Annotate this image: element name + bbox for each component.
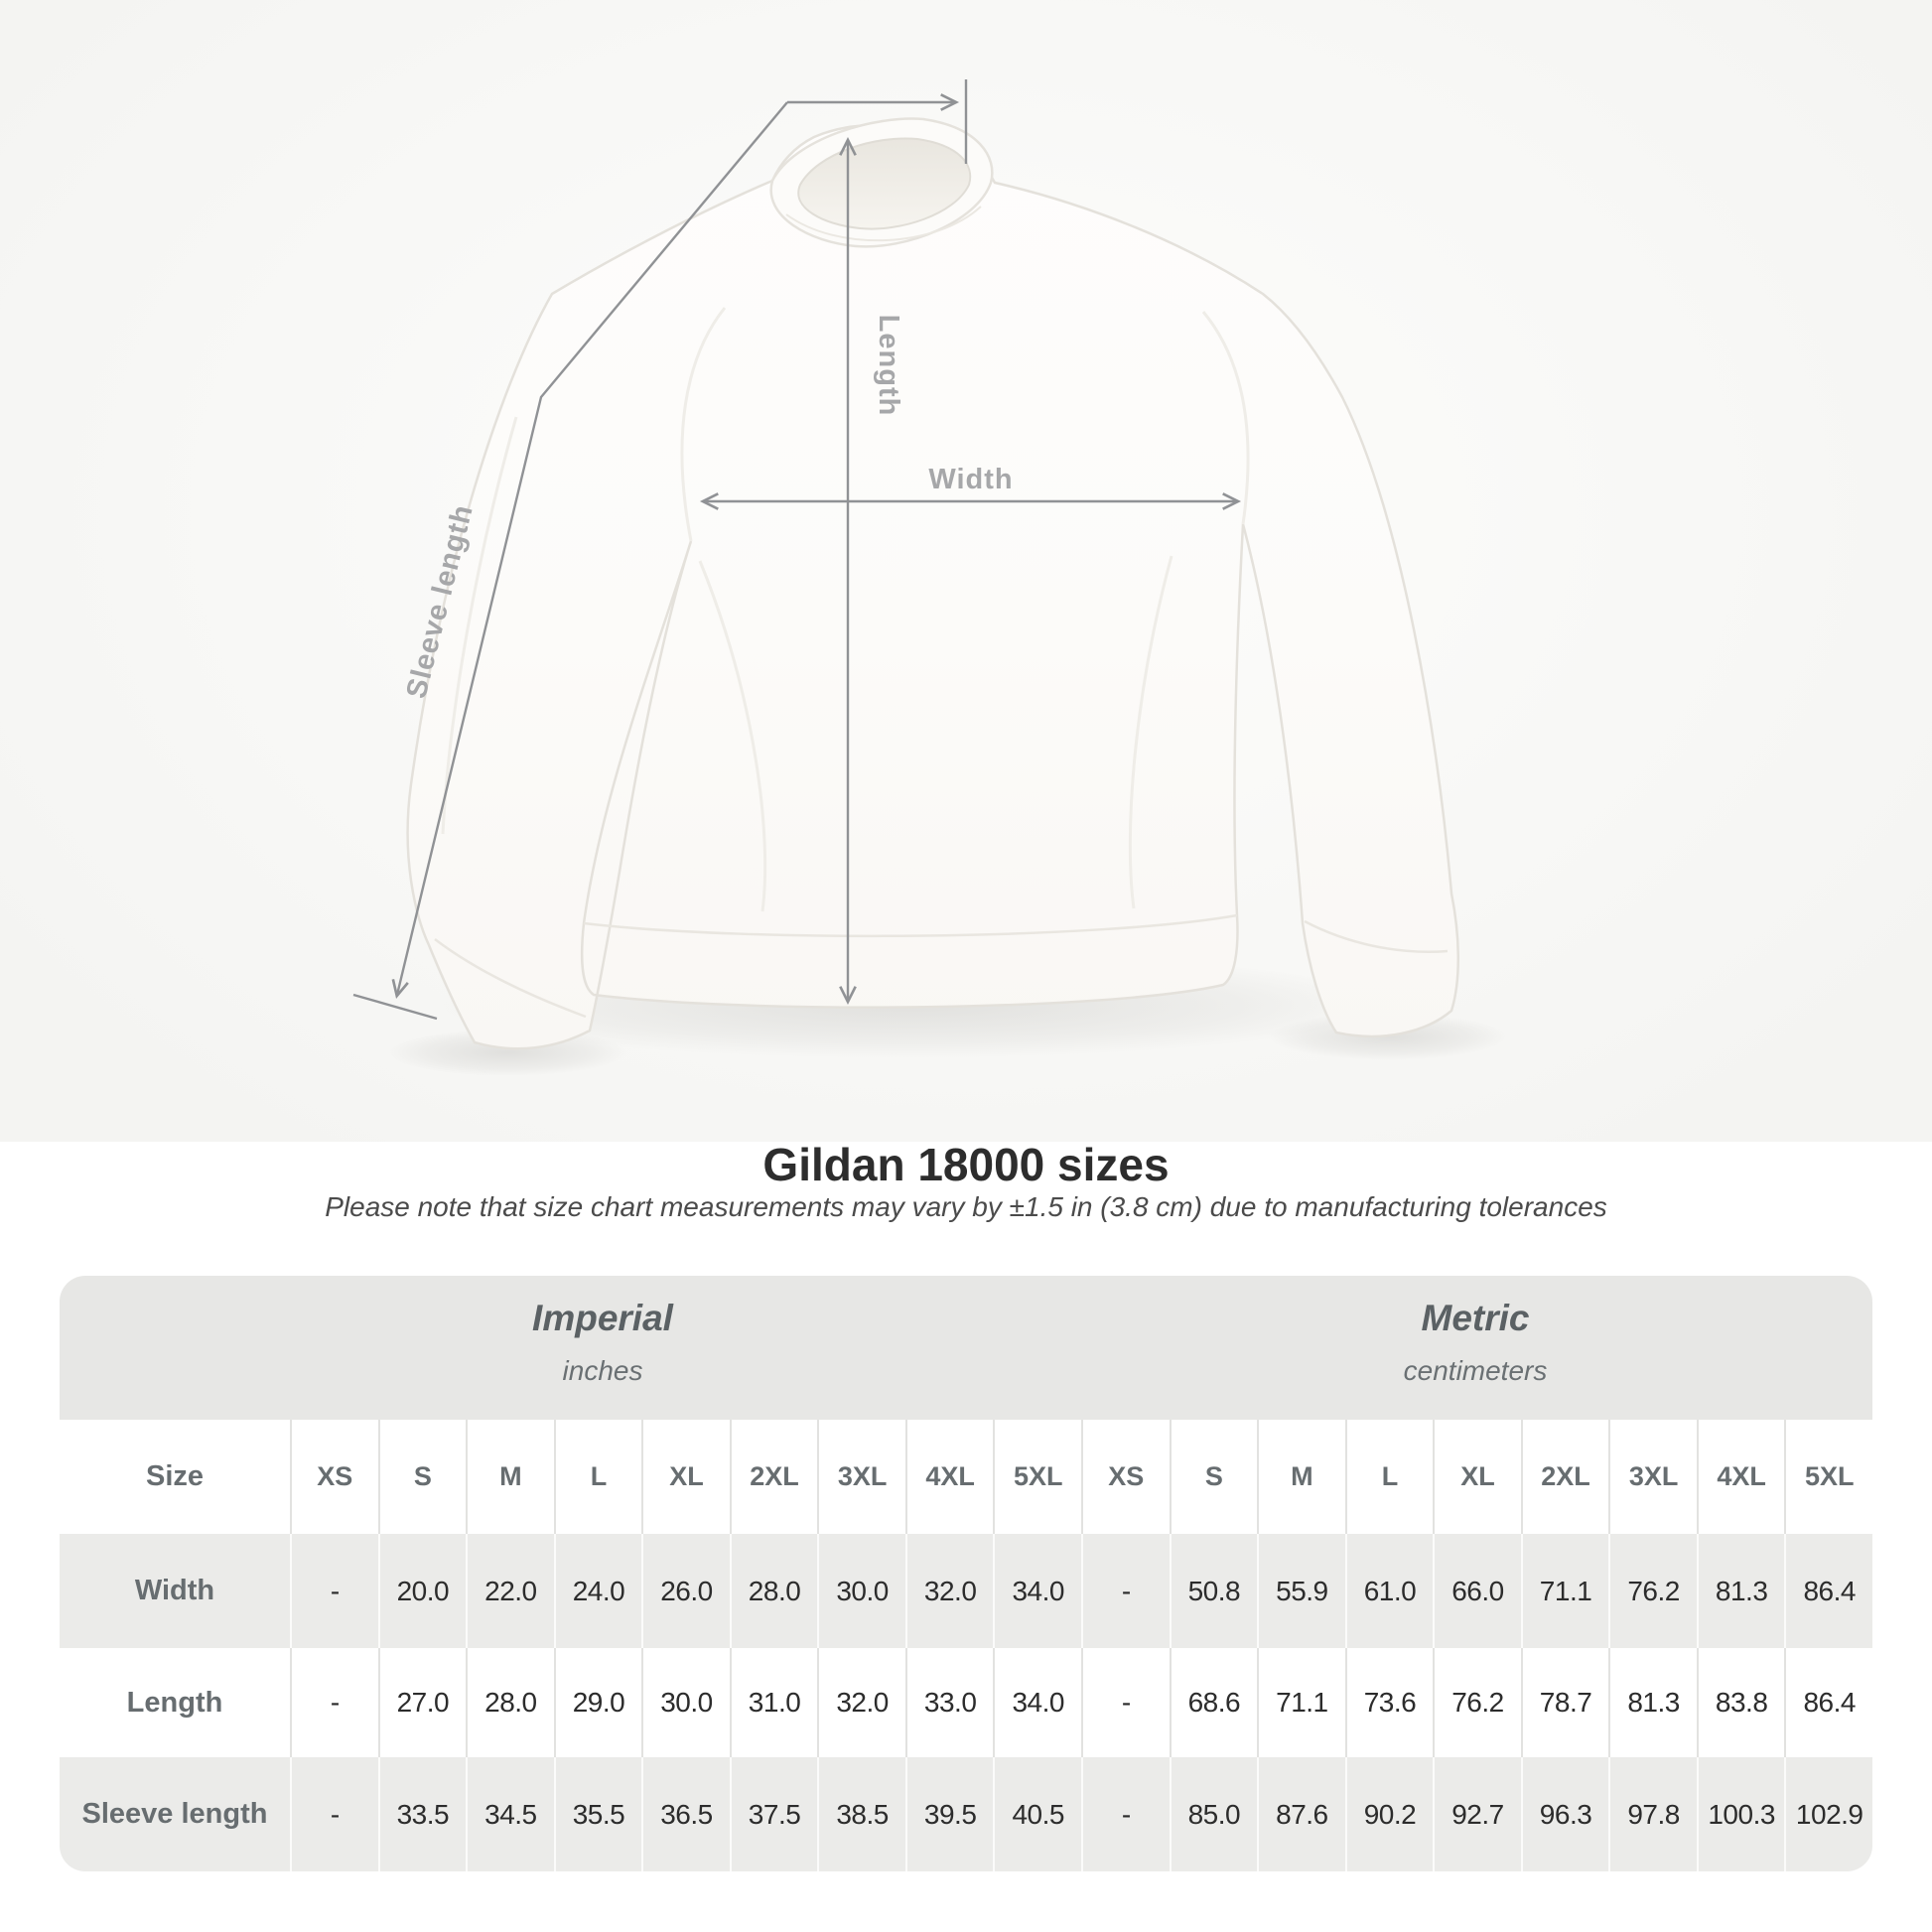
value-cell: 71.1	[1520, 1534, 1609, 1648]
value-cell: 34.0	[993, 1534, 1081, 1648]
value-cell: 61.0	[1344, 1534, 1434, 1648]
imperial-unit: inches	[562, 1355, 643, 1386]
value-cell: 33.0	[904, 1648, 994, 1757]
size-table: Imperial inches Metric centimeters Size …	[60, 1276, 1872, 1871]
size-header-cell: 3XL	[1608, 1420, 1697, 1534]
value-cell: -	[290, 1757, 378, 1871]
value-cell: 83.8	[1696, 1648, 1785, 1757]
size-header-cell: XL	[1433, 1420, 1521, 1534]
metric-title: Metric	[1421, 1298, 1530, 1338]
value-cell: -	[1081, 1757, 1170, 1871]
value-cell: 27.0	[377, 1648, 467, 1757]
value-cell: -	[1081, 1534, 1170, 1648]
value-cell: 28.0	[729, 1534, 818, 1648]
value-cell: 29.0	[553, 1648, 642, 1757]
value-cell: 100.3	[1696, 1757, 1785, 1871]
sweatshirt-diagram: Length Width Sleeve length	[352, 79, 1507, 1076]
value-cell: 97.8	[1608, 1757, 1697, 1871]
value-cell: 32.0	[904, 1534, 994, 1648]
value-cell: 50.8	[1169, 1534, 1258, 1648]
length-label: Length	[873, 315, 904, 417]
value-cell: 28.0	[466, 1648, 554, 1757]
row-label-sleeve-length: Sleeve length	[60, 1757, 290, 1871]
value-cell: 33.5	[377, 1757, 467, 1871]
size-header-cell: XS	[1081, 1420, 1170, 1534]
size-header-cell: 2XL	[1520, 1420, 1609, 1534]
row-label-length: Length	[60, 1648, 290, 1757]
value-cell: 90.2	[1344, 1757, 1434, 1871]
value-cell: 22.0	[466, 1534, 554, 1648]
value-cell: 85.0	[1169, 1757, 1258, 1871]
size-header-cell: L	[553, 1420, 642, 1534]
size-header-cell: XL	[641, 1420, 730, 1534]
size-header-cell: S	[377, 1420, 467, 1534]
value-cell: -	[290, 1534, 378, 1648]
size-header-cell: M	[1257, 1420, 1345, 1534]
size-header-cell: 4XL	[1696, 1420, 1785, 1534]
value-cell: 39.5	[904, 1757, 994, 1871]
width-label: Width	[928, 464, 1013, 495]
value-cell: 37.5	[729, 1757, 818, 1871]
collar-seam	[785, 206, 982, 242]
size-header-cell: L	[1344, 1420, 1434, 1534]
fabric-seams	[441, 307, 1250, 912]
value-cell: 96.3	[1520, 1757, 1609, 1871]
value-cell: 76.2	[1433, 1648, 1521, 1757]
value-cell: 55.9	[1257, 1534, 1345, 1648]
metric-header: Metric centimeters	[1404, 1298, 1548, 1387]
size-header-cell: M	[466, 1420, 554, 1534]
measurement-lines	[352, 79, 1242, 1021]
sleeve-diagonal-line	[391, 101, 788, 999]
size-header-cell: S	[1169, 1420, 1258, 1534]
value-cell: 71.1	[1257, 1648, 1345, 1757]
imperial-title: Imperial	[532, 1298, 673, 1338]
size-header-cell: XS	[290, 1420, 378, 1534]
value-cell: 86.4	[1784, 1534, 1872, 1648]
value-cell: 78.7	[1520, 1648, 1609, 1757]
sleeve-end-tick	[352, 993, 438, 1021]
size-header-cell: 3XL	[817, 1420, 905, 1534]
value-cell: 102.9	[1784, 1757, 1872, 1871]
row-label-width: Width	[60, 1534, 290, 1648]
tolerance-note: Please note that size chart measurements…	[325, 1191, 1607, 1222]
size-column-header: Size	[60, 1420, 290, 1534]
value-cell: 32.0	[817, 1648, 905, 1757]
metric-unit: centimeters	[1403, 1355, 1548, 1386]
size-header-cell: 2XL	[729, 1420, 818, 1534]
value-cell: 35.5	[553, 1757, 642, 1871]
table-header-band: Imperial inches Metric centimeters	[60, 1276, 1872, 1420]
value-cell: 92.7	[1433, 1757, 1521, 1871]
value-cell: 34.5	[466, 1757, 554, 1871]
rib-bands	[434, 913, 1449, 1019]
value-cell: 38.5	[817, 1757, 905, 1871]
value-cell: 66.0	[1433, 1534, 1521, 1648]
sweatshirt-body	[406, 123, 1460, 1050]
imperial-header: Imperial inches	[532, 1298, 673, 1387]
size-header-cell: 5XL	[993, 1420, 1081, 1534]
value-cell: 26.0	[641, 1534, 730, 1648]
value-cell: -	[290, 1648, 378, 1757]
value-cell: 40.5	[993, 1757, 1081, 1871]
value-cell: 30.0	[817, 1534, 905, 1648]
product-photo-section: Length Width Sleeve length	[0, 0, 1932, 1142]
value-cell: -	[1081, 1648, 1170, 1757]
value-cell: 81.3	[1696, 1534, 1785, 1648]
value-cell: 68.6	[1169, 1648, 1258, 1757]
value-cell: 76.2	[1608, 1534, 1697, 1648]
size-header-cell: 4XL	[904, 1420, 994, 1534]
value-cell: 81.3	[1608, 1648, 1697, 1757]
value-cell: 86.4	[1784, 1648, 1872, 1757]
page-title: Gildan 18000 sizes	[762, 1139, 1170, 1190]
value-cell: 87.6	[1257, 1757, 1345, 1871]
value-cell: 34.0	[993, 1648, 1081, 1757]
value-cell: 36.5	[641, 1757, 730, 1871]
size-header-cell: 5XL	[1784, 1420, 1872, 1534]
value-cell: 20.0	[377, 1534, 467, 1648]
value-cell: 31.0	[729, 1648, 818, 1757]
value-cell: 73.6	[1344, 1648, 1434, 1757]
value-cell: 24.0	[553, 1534, 642, 1648]
value-cell: 30.0	[641, 1648, 730, 1757]
